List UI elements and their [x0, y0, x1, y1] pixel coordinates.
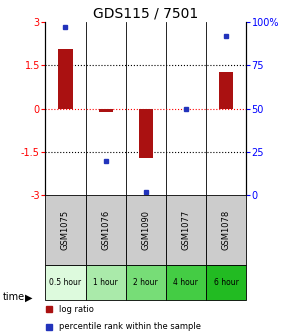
Text: 4 hour: 4 hour — [173, 278, 198, 287]
Text: 2 hour: 2 hour — [133, 278, 158, 287]
Text: percentile rank within the sample: percentile rank within the sample — [59, 322, 202, 331]
Text: 6 hour: 6 hour — [214, 278, 239, 287]
Bar — [45, 265, 86, 300]
Bar — [206, 265, 246, 300]
Text: 1 hour: 1 hour — [93, 278, 118, 287]
Text: 0.5 hour: 0.5 hour — [50, 278, 81, 287]
Text: GSM1077: GSM1077 — [181, 210, 190, 250]
Title: GDS115 / 7501: GDS115 / 7501 — [93, 7, 198, 21]
Bar — [99, 109, 113, 112]
Text: ▶: ▶ — [25, 292, 33, 302]
Bar — [219, 73, 233, 109]
Text: GSM1090: GSM1090 — [141, 210, 150, 250]
Bar — [139, 109, 153, 158]
Text: GSM1076: GSM1076 — [101, 210, 110, 250]
Text: log ratio: log ratio — [59, 305, 94, 314]
Bar — [166, 196, 206, 265]
Bar — [59, 49, 72, 109]
Bar — [86, 196, 126, 265]
Bar — [126, 265, 166, 300]
Bar — [45, 196, 86, 265]
Text: time: time — [3, 292, 25, 302]
Bar — [206, 196, 246, 265]
Text: GSM1078: GSM1078 — [222, 210, 231, 250]
Bar — [126, 196, 166, 265]
Bar — [166, 265, 206, 300]
Bar — [86, 265, 126, 300]
Text: GSM1075: GSM1075 — [61, 210, 70, 250]
